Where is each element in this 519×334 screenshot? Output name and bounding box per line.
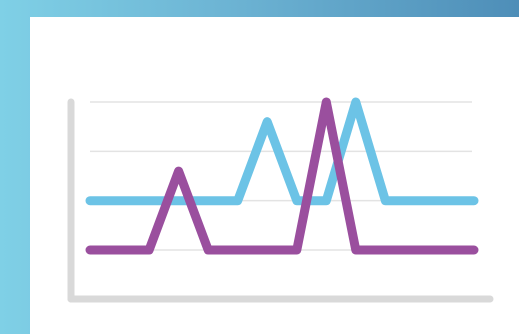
series-group — [85, 97, 479, 255]
series-line-1 — [85, 97, 479, 206]
series-line-2 — [85, 97, 479, 255]
axes — [67, 98, 494, 303]
chart-card — [30, 17, 519, 334]
gridlines — [90, 101, 472, 251]
